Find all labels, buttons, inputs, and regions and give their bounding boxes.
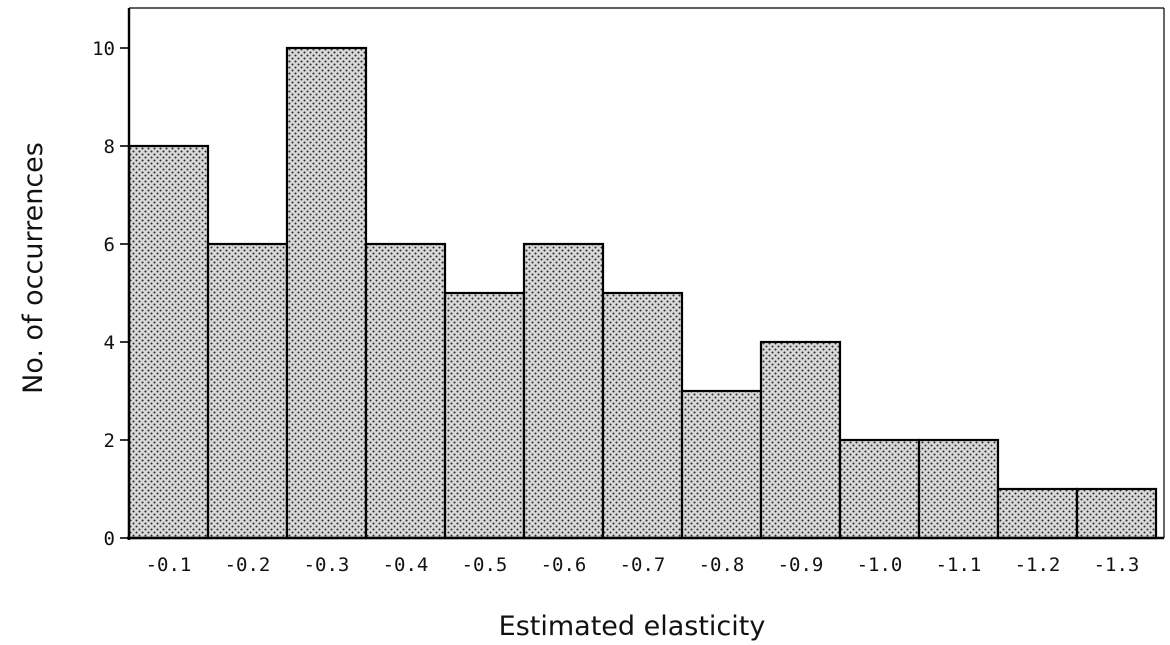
x-tick-label: -0.2 <box>225 554 271 576</box>
histogram-bar <box>1075 487 1158 540</box>
y-axis-title: No. of occurrences <box>18 142 49 394</box>
x-tick-labels: -0.1 -0.2 -0.3 -0.4 -0.5 -0.6 -0.7 -0.8 -0.9 -1.0… <box>146 554 1140 576</box>
y-tick-label: 4 <box>104 332 115 354</box>
histogram-bar <box>680 389 763 540</box>
histogram-bar <box>206 242 289 540</box>
x-tick-label: -0.9 <box>778 554 824 576</box>
histogram-bar <box>996 487 1079 540</box>
x-tick-label: -1.1 <box>936 554 982 576</box>
x-tick-label: -0.8 <box>699 554 745 576</box>
histogram-bar <box>601 291 684 540</box>
histogram-bar <box>838 438 921 540</box>
x-tick-label: -0.6 <box>541 554 587 576</box>
histogram-bar <box>285 46 368 540</box>
histogram-bar <box>127 144 210 540</box>
histogram-bar <box>364 242 447 540</box>
x-axis-title: Estimated elasticity <box>499 611 766 642</box>
y-tick-label: 6 <box>104 234 115 256</box>
x-tick-label: -1.2 <box>1015 554 1061 576</box>
x-tick-label: -0.4 <box>383 554 429 576</box>
x-tick-label: -0.7 <box>620 554 666 576</box>
histogram-bar <box>522 242 605 540</box>
x-tick-label: -0.5 <box>462 554 508 576</box>
bars-layer <box>127 46 1158 540</box>
y-tick-label: 0 <box>104 528 115 550</box>
y-tick-label: 10 <box>92 38 115 60</box>
axes-layer <box>127 7 1165 540</box>
x-tick-label: -1.0 <box>857 554 903 576</box>
histogram-bar <box>759 340 842 540</box>
histogram-bar <box>443 291 526 540</box>
y-ticks: 0 2 4 6 8 10 <box>92 38 129 550</box>
x-tick-label: -1.3 <box>1094 554 1140 576</box>
x-tick-label: -0.1 <box>146 554 192 576</box>
y-tick-label: 2 <box>104 430 115 452</box>
x-tick-label: -0.3 <box>304 554 350 576</box>
histogram-bar <box>917 438 1000 540</box>
y-tick-label: 8 <box>104 136 115 158</box>
